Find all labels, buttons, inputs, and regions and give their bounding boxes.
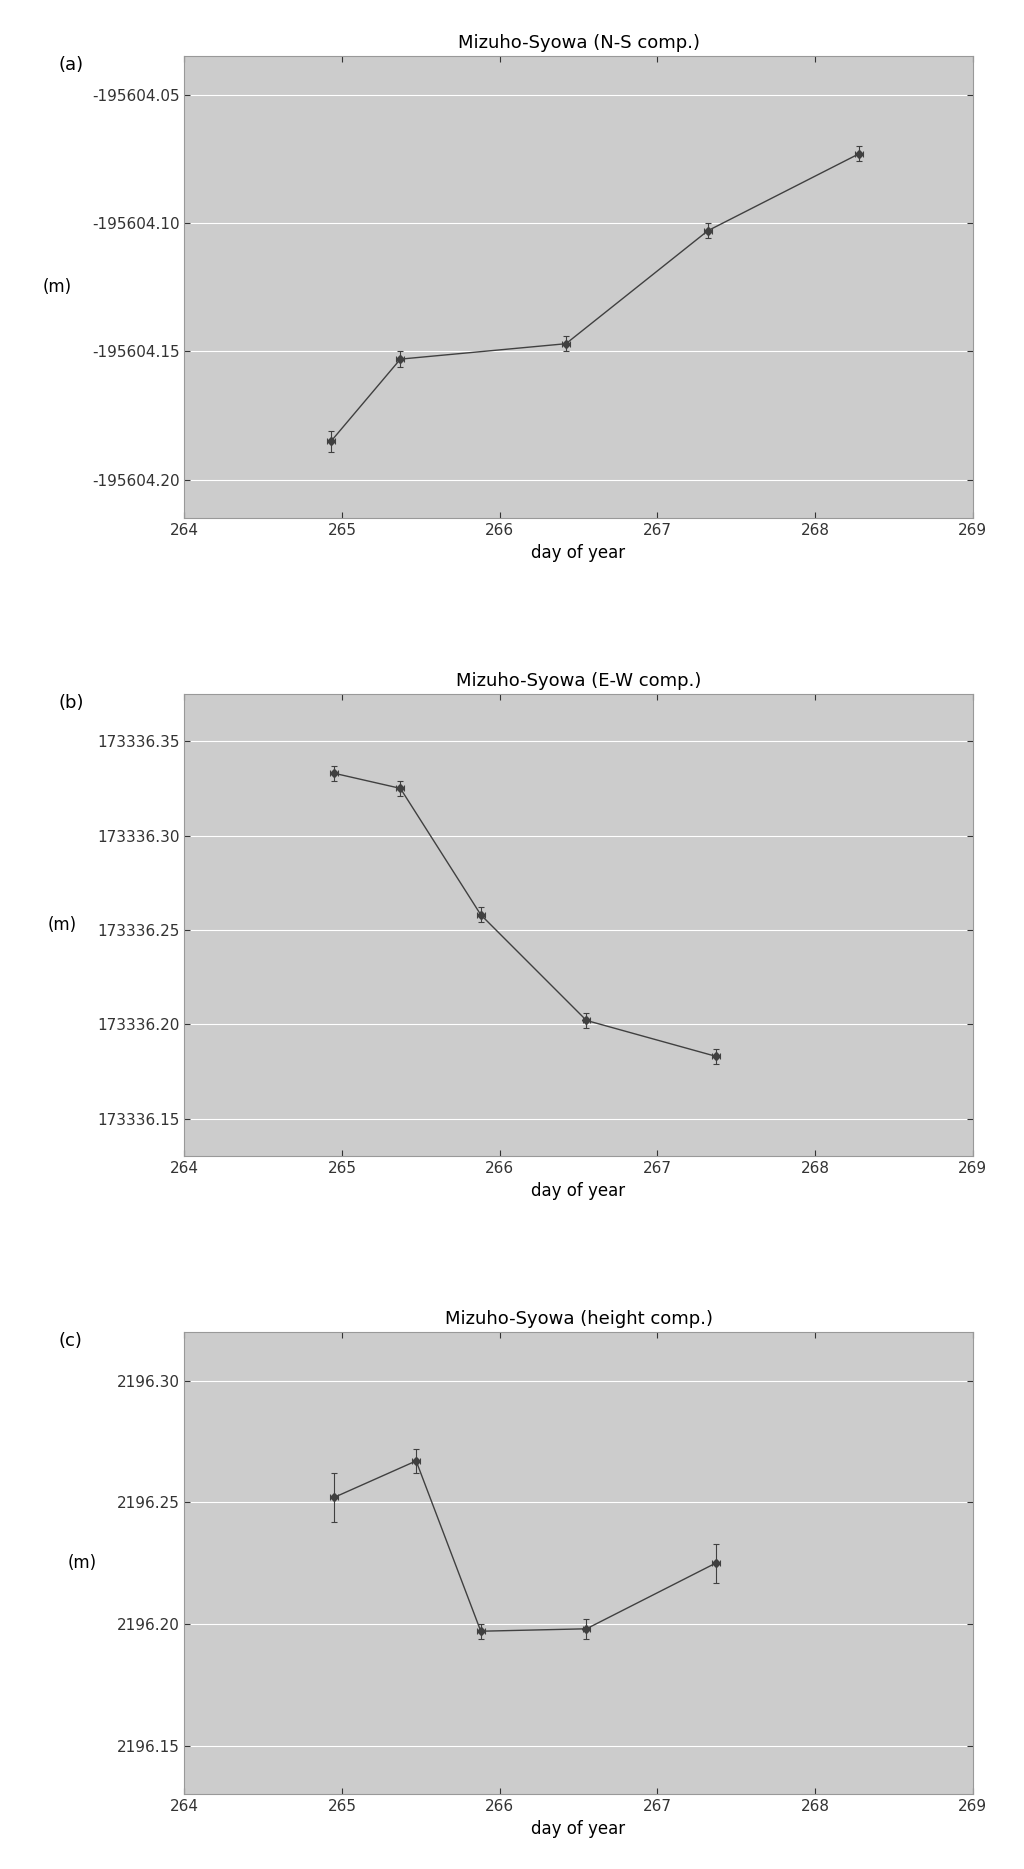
Text: (a): (a) <box>58 56 83 75</box>
Y-axis label: (m): (m) <box>48 916 77 934</box>
Text: (b): (b) <box>58 693 84 712</box>
Title: Mizuho-Syowa (E-W comp.): Mizuho-Syowa (E-W comp.) <box>456 671 701 690</box>
X-axis label: day of year: day of year <box>531 544 626 563</box>
Text: (c): (c) <box>58 1333 82 1349</box>
X-axis label: day of year: day of year <box>531 1820 626 1837</box>
Title: Mizuho-Syowa (height comp.): Mizuho-Syowa (height comp.) <box>444 1310 713 1327</box>
Y-axis label: (m): (m) <box>68 1555 96 1572</box>
Y-axis label: (m): (m) <box>43 278 72 295</box>
X-axis label: day of year: day of year <box>531 1181 626 1200</box>
Title: Mizuho-Syowa (N-S comp.): Mizuho-Syowa (N-S comp.) <box>458 34 699 52</box>
